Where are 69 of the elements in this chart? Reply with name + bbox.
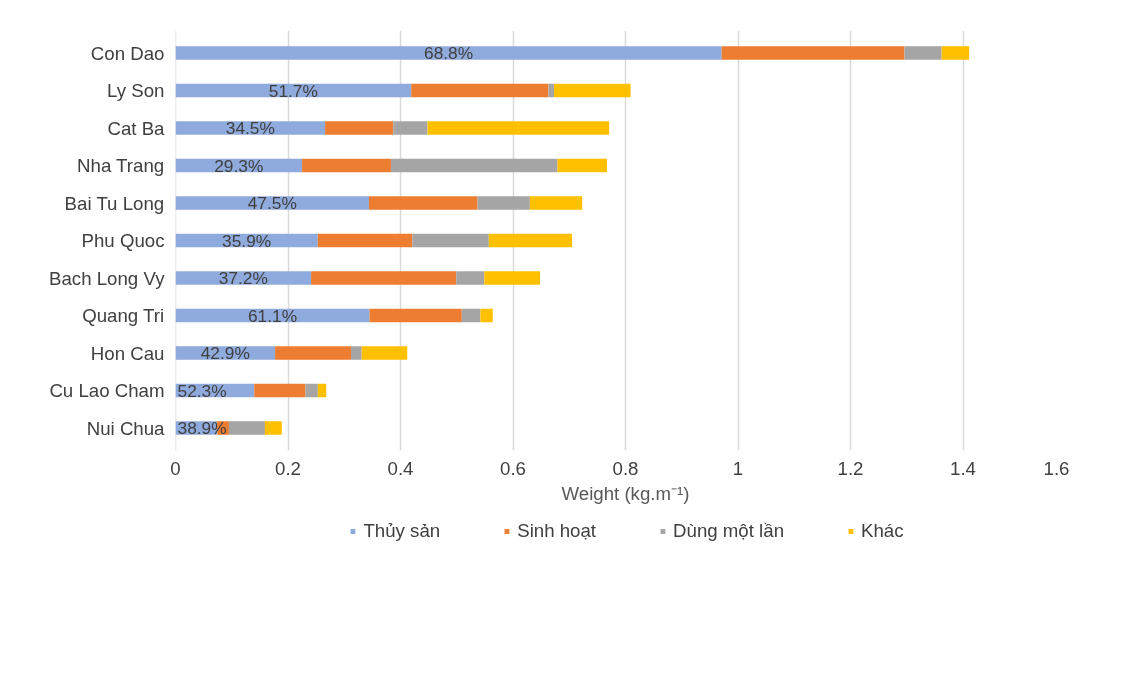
bar	[275, 346, 351, 360]
bar	[175, 196, 369, 210]
bar	[390, 158, 558, 173]
legend-label: Khác	[861, 520, 904, 542]
bar	[175, 46, 722, 60]
bar	[548, 83, 555, 98]
bar	[264, 421, 282, 435]
bar	[325, 121, 394, 135]
bar	[317, 233, 413, 248]
bar	[254, 383, 306, 398]
y-tick-label: Quang Tri	[82, 305, 165, 326]
bar	[529, 196, 583, 210]
bar	[351, 346, 362, 360]
legend-label: Sinh hoạt	[517, 520, 597, 542]
bar	[311, 271, 457, 285]
legend-label: Dùng một lần	[673, 520, 785, 542]
annotation: 34.5%	[225, 118, 275, 138]
bar	[302, 158, 391, 173]
annotation: 37.2%	[218, 268, 268, 288]
x-tick-label: 1.4	[950, 457, 976, 479]
bar	[557, 158, 607, 173]
bar	[317, 383, 327, 398]
bar	[369, 308, 462, 323]
y-tick-label: Nui Chua	[86, 417, 166, 439]
y-tick-label: Con Dao	[90, 42, 165, 64]
bar	[480, 308, 493, 323]
bar	[369, 196, 478, 210]
y-tick-label: Hon Cau	[90, 342, 165, 364]
x-tick-label: 0.8	[612, 457, 639, 479]
bar	[477, 196, 530, 210]
annotation: 42.9%	[200, 343, 250, 363]
annotation: 51.7%	[268, 80, 318, 101]
annotation: 47.5%	[247, 193, 297, 213]
annotation: 68.8%	[424, 43, 474, 63]
x-tick-label: 1.6	[1043, 457, 1070, 479]
annotation: 29.3%	[214, 155, 264, 176]
x-tick-label: 0	[170, 457, 181, 479]
bar	[461, 308, 481, 323]
y-tick-label: Cu Lao Cham	[49, 380, 165, 401]
bar	[427, 121, 610, 135]
legend-label: Thủy sản	[363, 520, 441, 542]
bar	[554, 83, 631, 98]
bar	[305, 383, 318, 398]
annotation: 52.3%	[177, 380, 227, 401]
y-tick-label: Bai Tu Long	[64, 192, 165, 214]
bar	[411, 83, 549, 98]
bar	[484, 271, 540, 285]
annotation: 61.1%	[247, 305, 298, 326]
bar	[456, 271, 485, 285]
y-tick-label: Phu Quoc	[81, 230, 165, 251]
y-tick-label: Bach Long Vy	[49, 267, 166, 289]
bar	[361, 346, 408, 360]
x-tick-label: 1	[732, 457, 744, 479]
y-tick-label: Nha Trang	[77, 155, 165, 176]
x-tick-label: 1.2	[837, 457, 864, 479]
y-tick-label: Cat Ba	[107, 117, 166, 139]
bar	[412, 233, 489, 248]
y-tick-label: Ly Son	[107, 80, 165, 101]
bar	[721, 46, 905, 60]
bar	[904, 46, 942, 60]
bar	[228, 421, 265, 435]
bar	[941, 46, 970, 60]
x-tick-label: 0.4	[387, 457, 414, 479]
bar	[393, 121, 428, 135]
bar	[488, 233, 573, 248]
x-tick-label: 0.6	[500, 457, 526, 479]
annotation: 35.9%	[222, 230, 272, 251]
x-tick-label: 0.2	[275, 457, 301, 479]
x-axis-title: Weight (kg.m⁻¹)	[561, 482, 690, 504]
